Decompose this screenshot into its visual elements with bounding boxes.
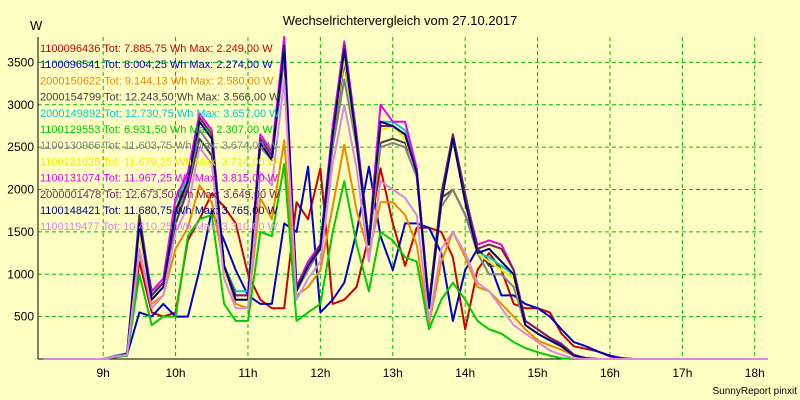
y-tick-label: 2000 (7, 183, 34, 197)
legend-entry-0: 1100096436 Tot: 7.885,75 Wh Max: 2.249,0… (40, 43, 273, 55)
x-tick-label: 11h (238, 366, 257, 380)
footer-credit: SunnyReport pinxit (713, 386, 798, 397)
x-tick-label: 9h (96, 366, 109, 380)
x-tick-label: 13h (383, 366, 403, 380)
x-tick-label: 14h (455, 366, 475, 380)
legend-entry-10: 1100148421 Tot: 11.680,75 Wh Max: 3.765,… (40, 205, 279, 217)
legend-entry-4: 2000149892 Tot: 12.730,75 Wh Max: 3.657,… (40, 108, 280, 120)
legend-entry-2: 2000150622 Tot: 9.144,13 Wh Max: 2.580,0… (40, 75, 274, 87)
x-tick-label: 10h (166, 366, 186, 380)
y-tick-label: 1500 (7, 225, 34, 239)
x-axis-ticks: 9h 10h 11h 12h 13h 14h 15h 16h 17h 18h (96, 366, 764, 380)
x-tick-label: 15h (528, 366, 548, 380)
y-tick-label: 2500 (7, 140, 34, 154)
chart-title: Wechselrichtervergleich vom 27.10.2017 (283, 13, 518, 28)
legend-entry-7: 1100131025 Tot: 11.679,25 Wh Max: 3.714,… (40, 156, 279, 168)
y-tick-label: 3500 (7, 55, 34, 69)
legend-entry-6: 1100130966 Tot: 11.603,75 Wh Max: 3.674,… (40, 140, 279, 152)
y-tick-label: 1000 (7, 267, 34, 281)
legend-entry-5: 1100129553 Tot: 6.931,50 Wh Max: 2.307,0… (40, 124, 273, 136)
y-axis-ticks: 500 1000 1500 2000 2500 3000 3500 (7, 55, 34, 323)
x-tick-label: 17h (672, 366, 692, 380)
y-axis-unit: W (30, 18, 43, 33)
legend-entry-3: 2000154799 Tot: 12.243,50 Wh Max: 3.566,… (40, 92, 280, 104)
legend-entry-9: 2000001478 Tot: 12.673,50 Wh Max: 3.649,… (40, 189, 280, 201)
legend-entry-8: 1100131074 Tot: 11.967,25 Wh Max: 3.815,… (40, 173, 279, 185)
y-tick-label: 500 (14, 310, 34, 324)
x-tick-label: 18h (745, 366, 765, 380)
series-line-11 (43, 78, 768, 360)
legend-entry-11: 1100119477 Tot: 10.410,25 Wh Max: 3.310,… (40, 221, 279, 233)
y-tick-label: 3000 (7, 98, 34, 112)
x-tick-label: 12h (310, 366, 330, 380)
legend: 1100096436 Tot: 7.885,75 Wh Max: 2.249,0… (40, 43, 280, 233)
x-tick-label: 16h (600, 366, 620, 380)
series-lines (43, 36, 768, 360)
legend-entry-1: 1100096541 Tot: 8.004,25 Wh Max: 2.274,0… (40, 59, 273, 71)
